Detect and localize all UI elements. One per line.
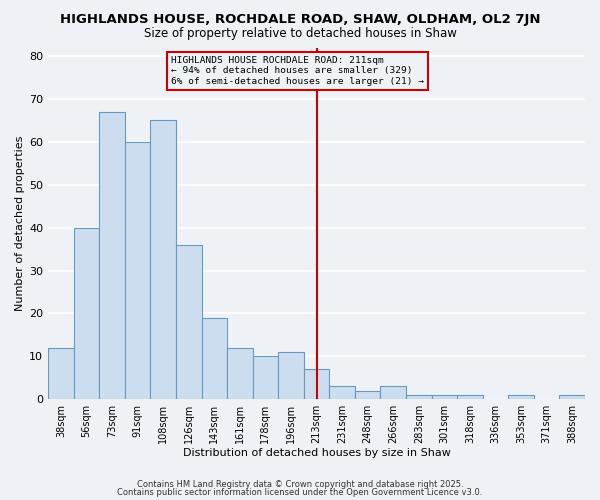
Bar [380, 386, 406, 399]
Text: Size of property relative to detached houses in Shaw: Size of property relative to detached ho… [143, 28, 457, 40]
Text: Contains public sector information licensed under the Open Government Licence v3: Contains public sector information licen… [118, 488, 482, 497]
Bar [99, 112, 125, 399]
Bar [74, 228, 99, 399]
Text: HIGHLANDS HOUSE, ROCHDALE ROAD, SHAW, OLDHAM, OL2 7JN: HIGHLANDS HOUSE, ROCHDALE ROAD, SHAW, OL… [60, 12, 540, 26]
Bar [151, 120, 176, 399]
Bar [176, 245, 202, 399]
Bar [227, 348, 253, 399]
Bar [329, 386, 355, 399]
Bar [48, 348, 74, 399]
Bar [406, 395, 431, 399]
Bar [355, 390, 380, 399]
Bar [125, 142, 151, 399]
Text: Contains HM Land Registry data © Crown copyright and database right 2025.: Contains HM Land Registry data © Crown c… [137, 480, 463, 489]
Bar [431, 395, 457, 399]
Bar [559, 395, 585, 399]
Bar [202, 318, 227, 399]
Bar [253, 356, 278, 399]
Bar [508, 395, 534, 399]
Text: HIGHLANDS HOUSE ROCHDALE ROAD: 211sqm
← 94% of detached houses are smaller (329): HIGHLANDS HOUSE ROCHDALE ROAD: 211sqm ← … [171, 56, 424, 86]
Bar [278, 352, 304, 399]
Bar [304, 369, 329, 399]
X-axis label: Distribution of detached houses by size in Shaw: Distribution of detached houses by size … [182, 448, 451, 458]
Bar [457, 395, 483, 399]
Y-axis label: Number of detached properties: Number of detached properties [15, 136, 25, 311]
